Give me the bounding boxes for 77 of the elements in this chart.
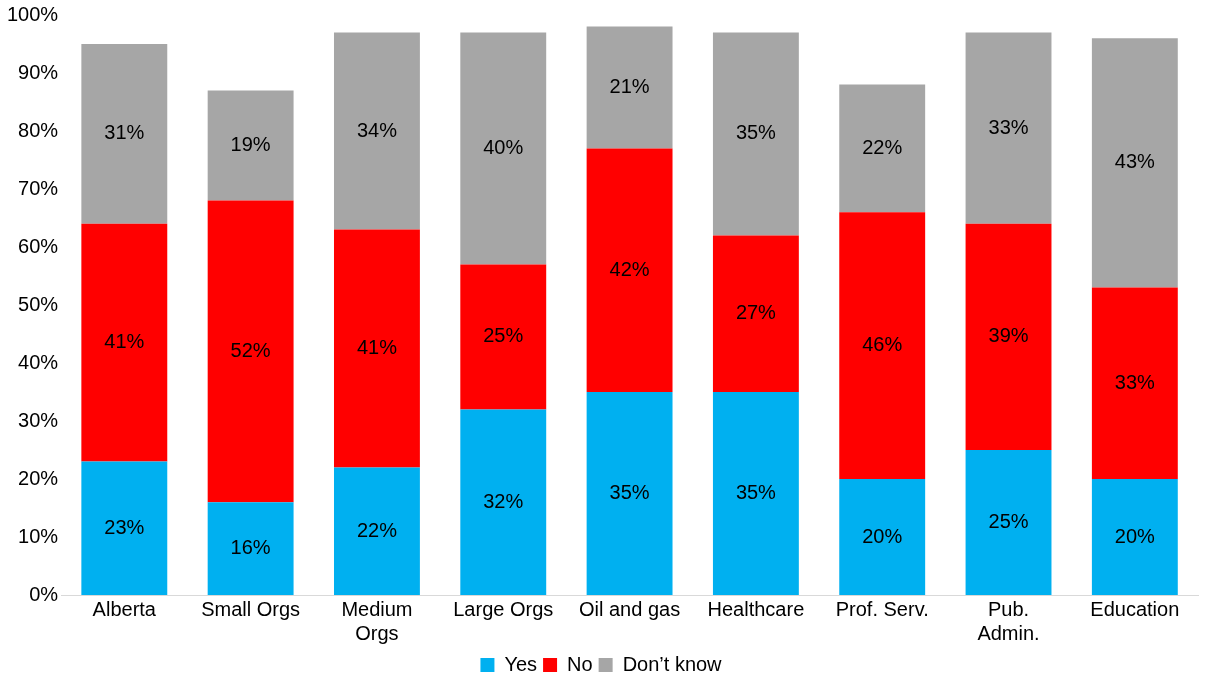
y-tick-label: 20% [18,466,59,489]
bar [81,223,168,462]
data-label: 52% [230,338,271,361]
bar [460,32,547,265]
y-tick-label: 60% [18,234,59,257]
data-label: 16% [230,536,271,559]
data-label: 35% [609,481,650,504]
bar [1091,287,1178,479]
bar [965,450,1052,595]
data-label: 20% [862,524,903,547]
data-label: 23% [104,515,145,538]
bar [965,223,1052,450]
data-label: 41% [104,330,145,353]
data-label: 35% [735,481,777,504]
bar [965,32,1052,224]
bar [81,44,168,224]
bar [460,409,547,595]
data-label: 20% [1114,524,1156,547]
data-label: 42% [609,257,650,280]
bar [712,392,799,595]
data-label: 39% [988,324,1029,347]
bar [839,84,926,213]
data-label: 33% [1114,370,1156,393]
bar [586,392,673,595]
data-label: 22% [356,518,398,541]
data-label: 43% [1114,150,1156,173]
bar [1091,38,1178,288]
y-tick-label: 40% [18,350,59,373]
y-tick-label: 50% [18,292,59,315]
data-label: 25% [483,324,524,347]
data-label: 33% [988,115,1029,138]
legend-label: Yes [504,652,538,675]
data-label: 22% [862,135,903,158]
bar [839,479,926,595]
bar [839,212,926,479]
x-tick-label: Oil and gas [578,597,681,620]
x-tick-label: Small Orgs [201,597,301,620]
bar [586,26,673,149]
x-tick-label: Medium Orgs [341,597,413,644]
bar [207,90,294,201]
data-label: 34% [356,118,398,141]
bar [334,467,420,595]
bar [460,264,547,410]
legend-label: No [567,652,593,675]
bar [712,235,799,392]
bar [207,200,294,503]
y-tick-label: 30% [18,408,59,431]
data-label: 31% [104,121,145,144]
y-tick-label: 0% [29,582,59,605]
y-tick-label: 90% [18,60,59,83]
x-tick-label: Education [1090,597,1180,620]
data-label: 27% [735,301,777,324]
bar [334,229,420,468]
data-label: 25% [988,510,1029,533]
data-label: 19% [230,133,271,156]
data-label: 41% [356,336,398,359]
y-tick-label: 100% [7,2,59,25]
y-tick-label: 70% [18,176,59,199]
bar [207,502,294,595]
data-label: 32% [483,489,524,512]
data-label: 21% [609,75,650,98]
bar [1091,479,1178,595]
x-tick-label: Large Orgs [453,597,554,620]
data-label: 46% [862,333,903,356]
y-tick-label: 10% [18,524,59,547]
y-tick-label: 80% [18,118,59,141]
data-label: 35% [735,121,777,144]
x-tick-label: Alberta [92,597,157,620]
bar [334,32,420,230]
x-tick-label: Healthcare [707,597,805,620]
data-label: 40% [483,135,524,158]
bar [586,148,673,392]
bar [712,32,799,236]
bar [81,461,168,595]
x-tick-label: Prof. Serv. [835,597,929,620]
legend-label: Don’t know [622,652,723,675]
x-tick-label: Pub. Admin. [977,597,1040,644]
